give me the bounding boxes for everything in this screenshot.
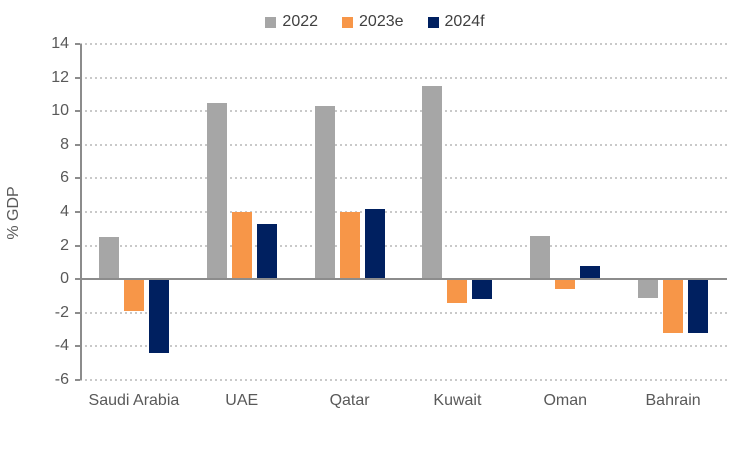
bar-2022-kuwait (422, 86, 443, 280)
gridline (80, 379, 727, 381)
gridline (80, 76, 727, 79)
gridline (80, 43, 727, 45)
bar-2022-bahrain (638, 279, 659, 298)
bar-2023e-qatar (339, 212, 360, 280)
bar-2024f-oman (580, 265, 601, 280)
bar-2022-oman (530, 235, 551, 280)
chart-legend: 2022 2023e 2024f (0, 13, 750, 31)
gridline (80, 211, 727, 213)
bar-2024f-uae (256, 223, 277, 280)
y-axis-tick (75, 177, 80, 180)
y-tick-label: 10 (51, 102, 69, 120)
bar-2023e-uae (231, 212, 252, 280)
gridline (80, 311, 727, 314)
x-axis-zero-line (80, 278, 727, 281)
y-axis-tick (75, 379, 80, 381)
bar-2022-saudi-arabia (98, 237, 119, 280)
y-tick-label: -4 (54, 337, 69, 355)
bar-2023e-saudi-arabia (123, 279, 144, 312)
x-axis-label: Bahrain (645, 392, 701, 409)
y-tick-label: 4 (60, 203, 69, 220)
legend-item-2023e: 2023e (342, 13, 404, 31)
x-axis-label: UAE (225, 392, 259, 409)
gridline (80, 345, 727, 348)
y-tick-label: -2 (54, 303, 69, 321)
x-axis-label: Kuwait (433, 392, 482, 409)
bar-2024f-qatar (364, 208, 385, 280)
y-axis-tick (75, 244, 80, 247)
y-tick-label: 0 (60, 270, 69, 288)
legend-item-2022: 2022 (265, 13, 318, 31)
y-axis-tick (75, 278, 80, 281)
x-axis-label: Saudi Arabia (88, 392, 180, 409)
y-tick-label: 14 (51, 35, 69, 52)
y-axis-tick (75, 211, 80, 213)
y-axis-tick (75, 311, 80, 314)
bar-2024f-saudi-arabia (148, 279, 169, 354)
x-axis-label: Oman (543, 392, 588, 409)
legend-label: 2022 (282, 13, 319, 30)
legend-label: 2023e (359, 13, 404, 30)
bar-2024f-kuwait (472, 279, 493, 300)
x-axis-label: Qatar (329, 392, 370, 409)
gridline (80, 143, 727, 146)
gridline (80, 110, 727, 113)
y-tick-label: 12 (51, 68, 69, 86)
gridline (80, 244, 727, 247)
gridline (80, 177, 727, 180)
y-tick-label: -6 (54, 371, 69, 388)
bar-2022-uae (206, 102, 227, 280)
y-axis-tick (75, 110, 80, 113)
bar-2023e-oman (555, 279, 576, 290)
y-tick-label: 6 (60, 169, 69, 187)
legend-item-2024f: 2024f (427, 13, 485, 31)
bar-2023e-bahrain (663, 279, 684, 333)
y-axis-tick (75, 43, 80, 45)
y-tick-label: 8 (60, 135, 69, 153)
legend-swatch-icon (342, 16, 354, 28)
legend-swatch-icon (265, 16, 277, 28)
y-axis-tick (75, 76, 80, 79)
legend-label: 2024f (444, 13, 485, 30)
y-axis-tick (75, 143, 80, 146)
y-axis-line (80, 44, 82, 380)
legend-swatch-icon (427, 16, 439, 28)
bar-2022-qatar (314, 106, 335, 280)
bar-2023e-kuwait (447, 279, 468, 303)
y-axis-tick (75, 345, 80, 348)
y-tick-label: 2 (60, 236, 69, 254)
bar-2024f-bahrain (688, 279, 709, 333)
